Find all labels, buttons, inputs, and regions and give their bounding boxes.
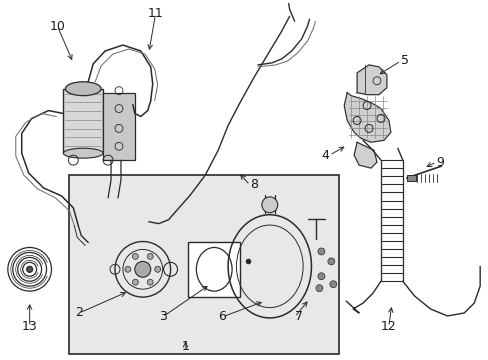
- Circle shape: [132, 279, 138, 285]
- Text: 7: 7: [294, 310, 302, 323]
- Circle shape: [327, 258, 334, 265]
- Bar: [188, 242, 240, 297]
- Text: 6: 6: [218, 310, 225, 323]
- Text: 9: 9: [436, 156, 444, 168]
- Circle shape: [147, 253, 153, 260]
- Text: 12: 12: [380, 320, 396, 333]
- Bar: [63, 89, 103, 153]
- Circle shape: [329, 281, 336, 288]
- Polygon shape: [356, 65, 386, 95]
- Circle shape: [147, 279, 153, 285]
- Circle shape: [124, 266, 131, 272]
- Text: 1: 1: [181, 340, 189, 353]
- Polygon shape: [344, 93, 390, 142]
- Text: 13: 13: [22, 320, 38, 333]
- Ellipse shape: [65, 82, 101, 96]
- Text: 8: 8: [249, 179, 258, 192]
- Circle shape: [154, 266, 161, 272]
- Circle shape: [262, 197, 277, 213]
- Text: 10: 10: [49, 20, 65, 33]
- Text: 5: 5: [400, 54, 408, 67]
- Bar: [69, 175, 339, 354]
- Text: 4: 4: [321, 149, 328, 162]
- Bar: [406, 175, 415, 181]
- Bar: [103, 93, 135, 160]
- Circle shape: [317, 273, 324, 280]
- Ellipse shape: [63, 148, 103, 158]
- Circle shape: [317, 248, 324, 255]
- Text: 11: 11: [147, 7, 163, 20]
- Text: 3: 3: [159, 310, 166, 323]
- Circle shape: [315, 285, 322, 292]
- Circle shape: [132, 253, 138, 260]
- Circle shape: [27, 266, 33, 272]
- Polygon shape: [353, 142, 376, 168]
- Text: 2: 2: [75, 306, 83, 319]
- Circle shape: [135, 261, 150, 277]
